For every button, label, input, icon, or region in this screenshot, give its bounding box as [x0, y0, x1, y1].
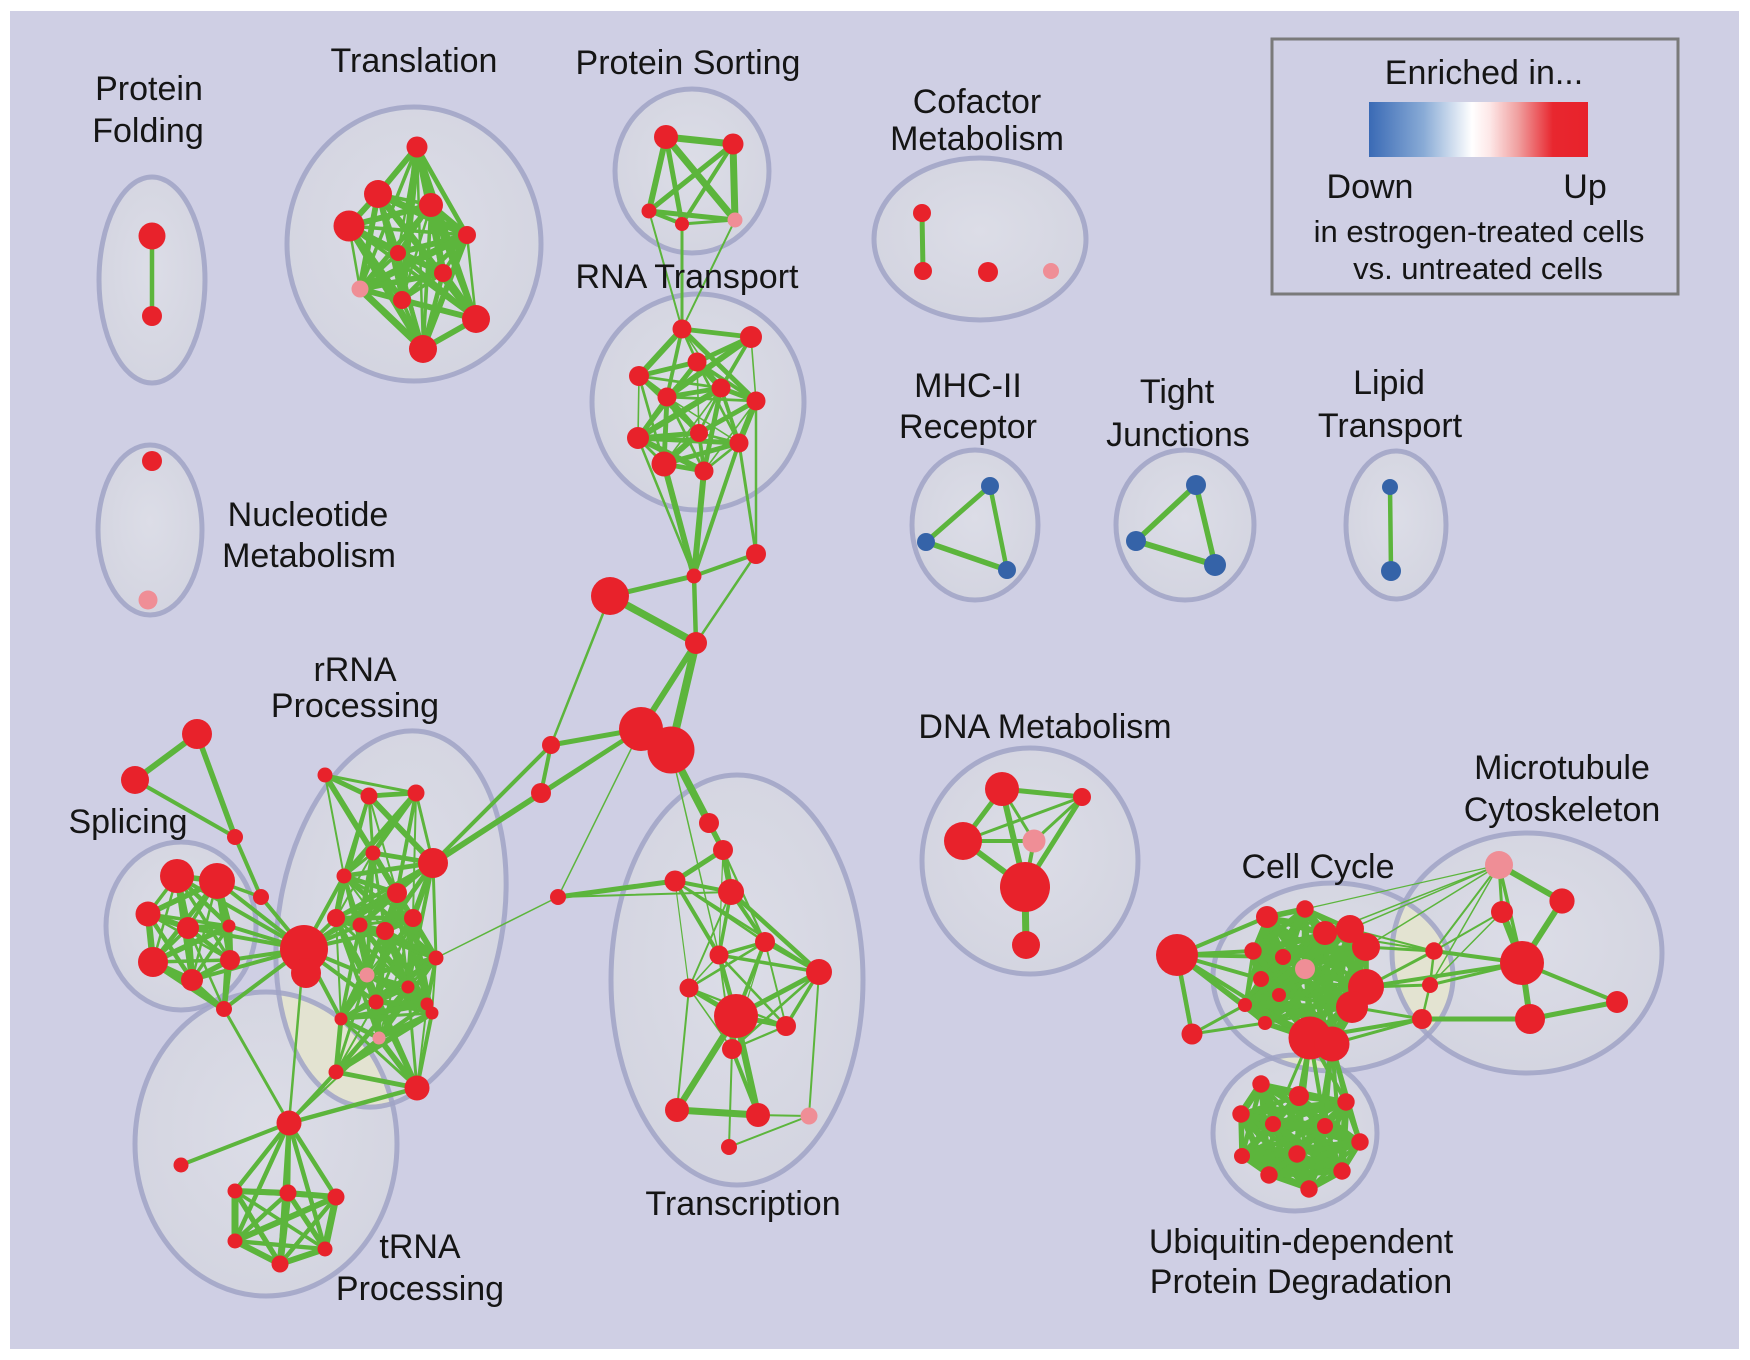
svg-text:in estrogen-treated cells: in estrogen-treated cells [1314, 214, 1645, 249]
svg-text:Protein Sorting: Protein Sorting [576, 44, 801, 82]
svg-text:Translation: Translation [331, 42, 498, 80]
svg-text:Down: Down [1327, 168, 1414, 206]
svg-text:Up: Up [1563, 168, 1606, 206]
svg-text:Metabolism: Metabolism [222, 537, 396, 575]
svg-text:tRNA: tRNA [379, 1228, 461, 1266]
svg-text:DNA Metabolism: DNA Metabolism [918, 708, 1171, 746]
svg-text:Transport: Transport [1318, 407, 1463, 445]
svg-text:Cofactor: Cofactor [913, 83, 1042, 121]
svg-text:Cytoskeleton: Cytoskeleton [1464, 791, 1661, 829]
svg-text:Enriched in...: Enriched in... [1385, 54, 1583, 92]
svg-text:Processing: Processing [336, 1270, 504, 1308]
svg-text:Cell Cycle: Cell Cycle [1241, 848, 1394, 886]
svg-text:Nucleotide: Nucleotide [228, 496, 389, 534]
svg-text:Splicing: Splicing [68, 803, 187, 841]
svg-text:RNA Transport: RNA Transport [576, 258, 800, 296]
svg-text:Processing: Processing [271, 687, 439, 725]
svg-text:vs. untreated cells: vs. untreated cells [1353, 251, 1603, 286]
svg-text:rRNA: rRNA [313, 651, 396, 689]
svg-text:Metabolism: Metabolism [890, 120, 1064, 158]
svg-text:Transcription: Transcription [645, 1185, 840, 1223]
svg-text:Protein: Protein [95, 70, 203, 108]
svg-text:Lipid: Lipid [1353, 364, 1425, 402]
svg-text:MHC-II: MHC-II [914, 367, 1022, 405]
svg-text:Folding: Folding [92, 112, 204, 150]
svg-text:Microtubule: Microtubule [1474, 749, 1650, 787]
svg-text:Tight: Tight [1140, 373, 1215, 411]
svg-text:Protein Degradation: Protein Degradation [1150, 1263, 1452, 1301]
svg-text:Ubiquitin-dependent: Ubiquitin-dependent [1149, 1223, 1454, 1261]
svg-text:Receptor: Receptor [899, 408, 1037, 446]
svg-text:Junctions: Junctions [1106, 416, 1250, 454]
